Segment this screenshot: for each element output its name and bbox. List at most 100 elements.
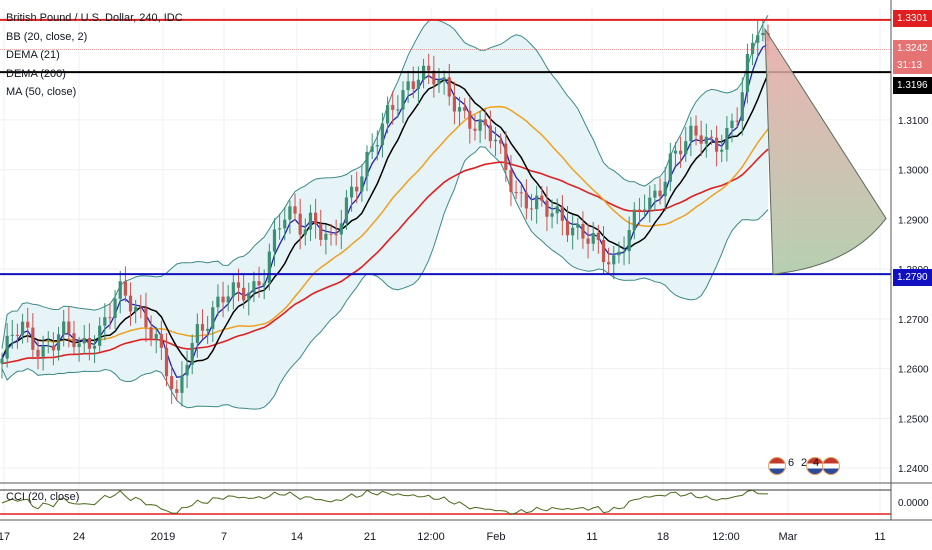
legend-ma50: MA (50, close) [6, 86, 77, 98]
candle-body [272, 229, 277, 252]
candle-body [411, 81, 415, 89]
candle-body [545, 200, 549, 217]
indicator-legend: British Pound / U.S. Dollar, 240, IDC BB… [6, 9, 183, 102]
candle-body [190, 342, 194, 365]
candle-body [463, 107, 467, 111]
candle-body [164, 347, 169, 377]
candle-body [247, 292, 251, 301]
x-tick-label: 14 [291, 531, 303, 543]
candle-body [750, 42, 755, 54]
x-tick-label: 12:00 [712, 531, 740, 543]
candle-body [236, 282, 241, 288]
candle-body [252, 281, 256, 293]
candle-body [499, 139, 503, 144]
candle-body [612, 255, 616, 265]
x-tick-label: 12:00 [417, 531, 445, 543]
candle-body [226, 296, 230, 303]
ma50-line [1, 105, 769, 360]
candle-body [540, 195, 544, 201]
candle-body [283, 219, 287, 229]
candle-body [581, 223, 585, 239]
candle-body [319, 224, 323, 240]
candle-body [684, 141, 688, 155]
candle-body [457, 107, 462, 112]
candle-body [118, 281, 122, 299]
support-price-label: 1.2790 [893, 269, 932, 286]
candle-body [355, 186, 359, 192]
candle-body [648, 197, 652, 210]
candle-body [365, 151, 369, 177]
candle-body [216, 296, 220, 308]
candle-body [139, 306, 143, 308]
economic-events-badge[interactable]: 6 2 4 [768, 455, 840, 475]
candle-body [103, 317, 107, 326]
x-tick-label: Mar [779, 531, 798, 543]
candle-body [298, 213, 302, 235]
candle-body [344, 197, 349, 224]
candle-body [483, 119, 487, 126]
candle-body [10, 334, 14, 336]
y-tick-label: 1.3100 [898, 116, 929, 127]
candle-body [709, 136, 714, 138]
candle-body [504, 143, 508, 171]
candle-body [170, 376, 174, 390]
candle-body [87, 337, 91, 349]
candle-body [519, 192, 523, 194]
candle-body [550, 213, 554, 217]
bollinger-band-fill [2, 15, 768, 410]
candle-body [200, 324, 205, 331]
candle-body [51, 345, 56, 351]
y-tick-label: 1.2700 [898, 315, 929, 326]
candle-body [679, 150, 683, 155]
candle-body [673, 150, 678, 154]
x-tick-label: 7 [221, 531, 227, 543]
candle-body [725, 128, 729, 150]
cci-line [1, 489, 768, 516]
candle-body [432, 70, 436, 85]
candle-body [699, 135, 703, 144]
candle-body [740, 92, 744, 121]
candle-body [77, 343, 81, 348]
candle-body [36, 349, 40, 357]
candle-body [396, 109, 400, 111]
countdown-label: 31:13 [893, 57, 932, 74]
bb-upper-band [1, 14, 769, 349]
cci-panel [0, 482, 932, 516]
candle-body [617, 251, 621, 256]
candle-body [632, 209, 636, 231]
x-tick-label: 2019 [151, 531, 175, 543]
projection-shape [764, 27, 887, 275]
x-tick-label: 17 [0, 531, 10, 543]
candle-body [288, 206, 292, 220]
candle-body [242, 287, 246, 301]
candle-body [452, 96, 457, 112]
candle-body [180, 375, 184, 393]
candle-body [67, 321, 71, 334]
candle-body [730, 120, 734, 129]
candle-body [535, 195, 539, 210]
candle-body [128, 295, 133, 312]
candle-body [761, 32, 765, 36]
candle-body [149, 327, 153, 340]
bb-lower-band [1, 146, 769, 410]
candle-body [427, 65, 431, 71]
candle-body [56, 334, 61, 351]
candle-body [447, 77, 451, 97]
candle-body [643, 209, 647, 211]
candle-body [267, 251, 271, 284]
candle-body [349, 186, 354, 198]
candle-body [509, 170, 513, 192]
candle-body [360, 176, 364, 192]
candle-body [113, 298, 117, 318]
candle-body [206, 328, 210, 331]
legend-dema200: DEMA (200) [6, 67, 66, 80]
candle-body [123, 281, 127, 296]
candle-body [31, 327, 35, 350]
candle-body [488, 125, 492, 142]
y-tick-label: 1.2600 [898, 365, 929, 376]
y-tick-label: 1.2900 [898, 215, 929, 226]
candle-body [555, 206, 559, 214]
y-tick-label: 1.3000 [898, 166, 929, 177]
uk-flag-icon-2 [822, 457, 840, 475]
